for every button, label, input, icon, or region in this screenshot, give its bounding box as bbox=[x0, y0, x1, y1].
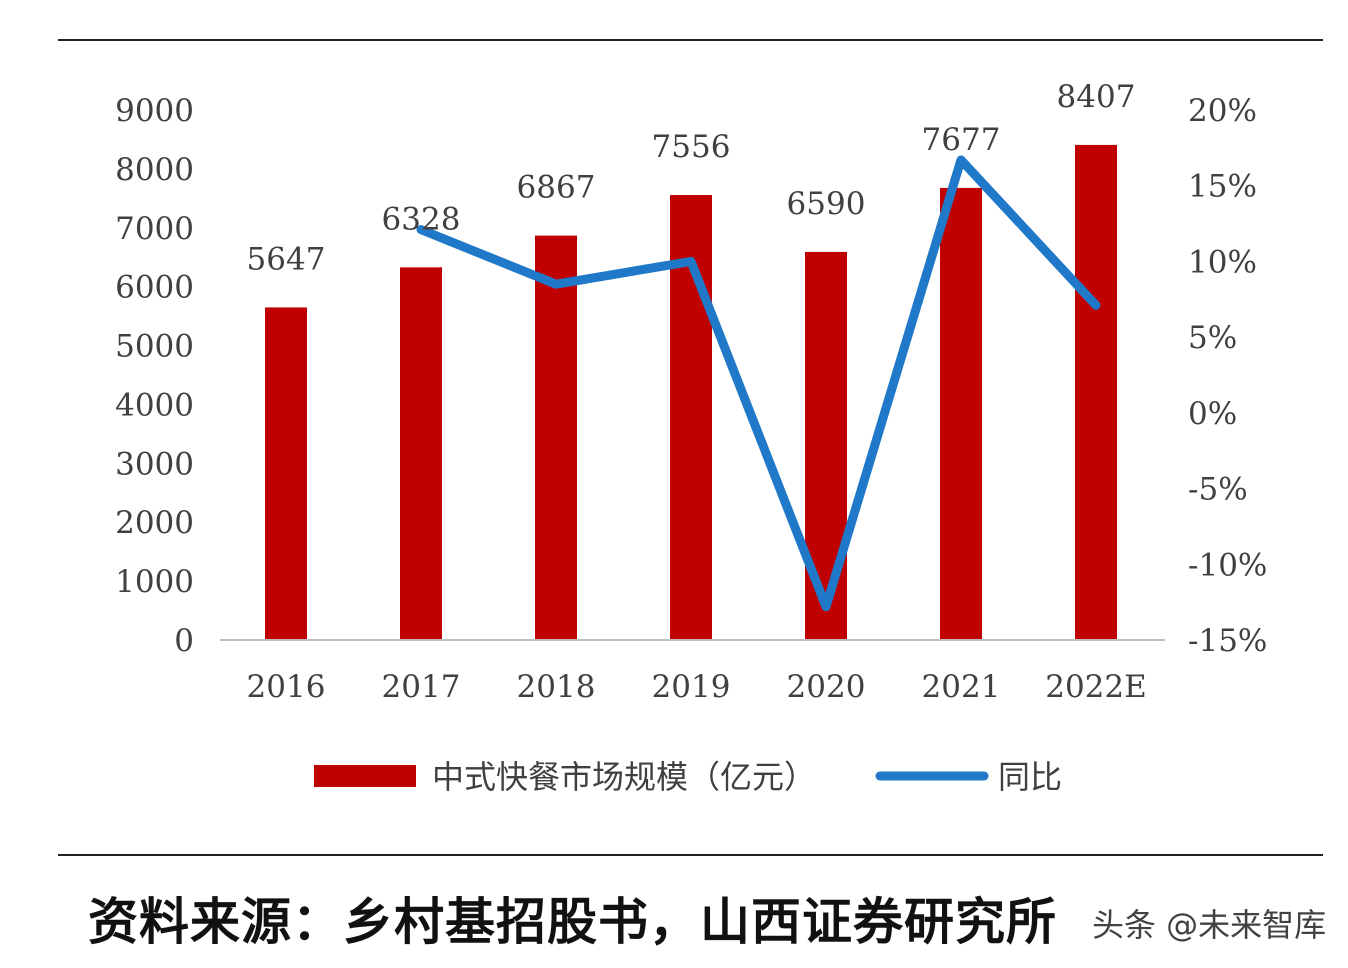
bar-2016 bbox=[265, 307, 307, 640]
bar-2021 bbox=[940, 187, 982, 640]
right-tick--5%: -5% bbox=[1188, 472, 1248, 508]
left-tick-3000: 3000 bbox=[115, 446, 194, 482]
right-tick-15%: 15% bbox=[1188, 169, 1257, 205]
bar-2017 bbox=[400, 267, 442, 640]
left-tick-1000: 1000 bbox=[115, 564, 194, 600]
left-tick-6000: 6000 bbox=[115, 270, 194, 306]
watermark: 头条 @未来智库 bbox=[1092, 906, 1327, 944]
bar-2020 bbox=[805, 251, 847, 640]
x-tick-2018: 2018 bbox=[517, 669, 596, 705]
left-tick-8000: 8000 bbox=[115, 152, 194, 188]
legend: 中式快餐市场规模（亿元） 同比 bbox=[314, 758, 1062, 796]
data-label-2018: 6867 bbox=[517, 170, 596, 206]
right-tick-10%: 10% bbox=[1188, 244, 1257, 280]
left-tick-9000: 9000 bbox=[115, 93, 194, 129]
left-tick-0: 0 bbox=[174, 623, 194, 659]
x-tick-2016: 2016 bbox=[247, 669, 326, 705]
x-tick-2017: 2017 bbox=[382, 669, 461, 705]
data-label-2020: 6590 bbox=[787, 186, 866, 222]
data-label-2016: 5647 bbox=[247, 241, 326, 277]
legend-bar-label: 中式快餐市场规模（亿元） bbox=[432, 758, 816, 796]
left-tick-4000: 4000 bbox=[115, 387, 194, 423]
data-label-2019: 7556 bbox=[652, 129, 731, 165]
data-label-2021: 7677 bbox=[922, 122, 1001, 158]
data-label-2017: 6328 bbox=[382, 201, 461, 237]
x-tick-2019: 2019 bbox=[652, 669, 731, 705]
x-tick-2020: 2020 bbox=[787, 669, 866, 705]
right-tick-0%: 0% bbox=[1188, 396, 1237, 432]
left-tick-2000: 2000 bbox=[115, 505, 194, 541]
yoy-line bbox=[416, 155, 1101, 612]
data-label-2022E: 8407 bbox=[1057, 79, 1136, 115]
source-note: 资料来源：乡村基招股书，山西证券研究所 bbox=[88, 893, 1057, 951]
bar-2018 bbox=[535, 235, 577, 641]
right-tick--10%: -10% bbox=[1188, 547, 1267, 583]
legend-line-label: 同比 bbox=[998, 758, 1062, 796]
x-tick-2021: 2021 bbox=[922, 669, 1001, 705]
x-tick-2022E: 2022E bbox=[1045, 669, 1147, 705]
left-tick-5000: 5000 bbox=[115, 329, 194, 365]
left-tick-7000: 7000 bbox=[115, 211, 194, 247]
legend-bar-swatch bbox=[314, 765, 416, 787]
right-tick--15%: -15% bbox=[1188, 623, 1267, 659]
bar-2022E bbox=[1075, 144, 1117, 640]
right-tick-5%: 5% bbox=[1188, 320, 1237, 356]
right-tick-20%: 20% bbox=[1188, 93, 1257, 129]
